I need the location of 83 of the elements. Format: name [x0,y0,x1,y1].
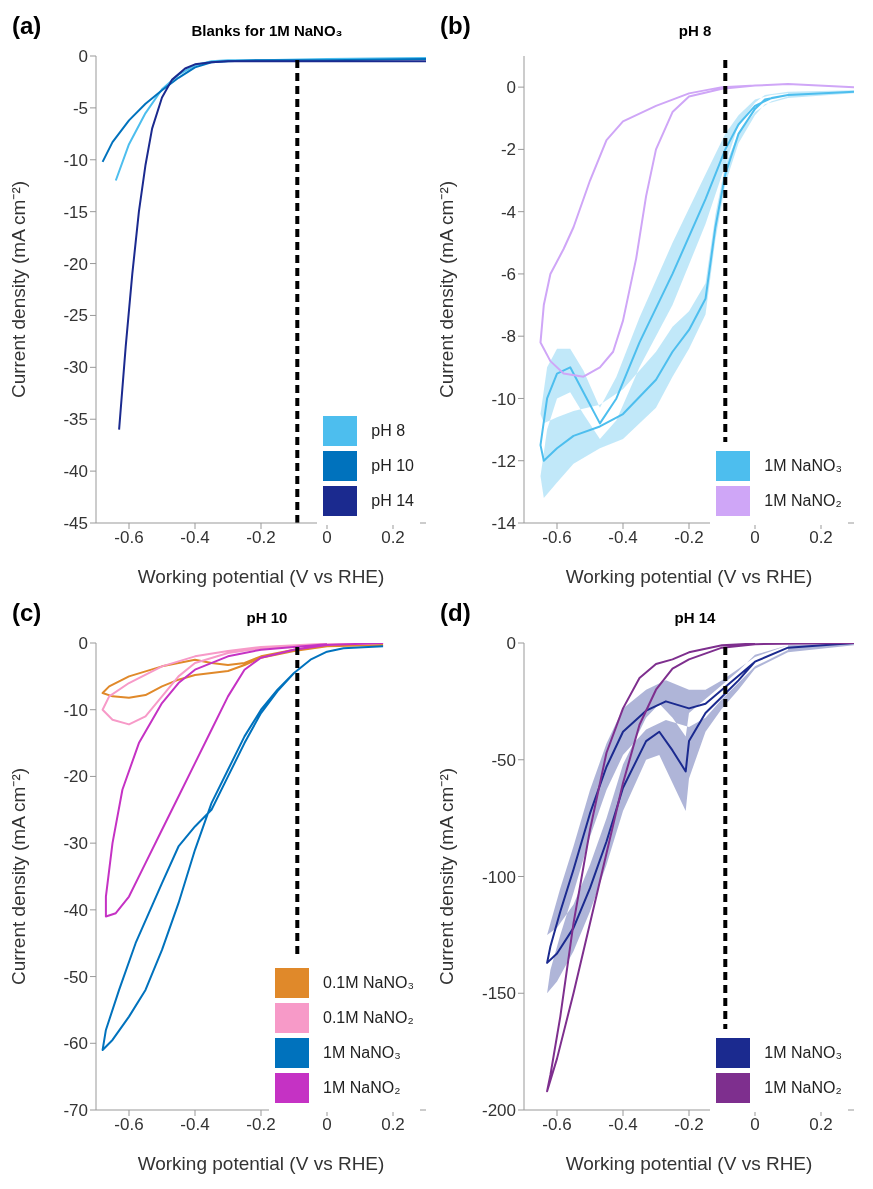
y-tick-label: -4 [500,202,516,222]
x-tick-label: -0.2 [674,1115,704,1135]
x-tick-label: 0.2 [809,528,833,548]
y-tick-label: -40 [63,900,88,920]
y-tick-label: -6 [500,264,516,284]
x-tick-label: -0.6 [542,1115,572,1135]
y-tick-label: -45 [63,514,88,534]
x-axis-title: Working potential (V vs RHE) [137,566,385,587]
legend-label: 1M NaNO₂ [323,1079,401,1097]
y-tick-label: 0 [78,47,88,67]
line-series [104,643,385,918]
line-series [546,643,854,1093]
y-tick-label: -30 [63,834,88,854]
y-axis-title: Current density (mA cm⁻²) [435,767,457,986]
text: (b) [440,12,471,40]
y-tick-label: -25 [63,306,88,326]
y-tick-label: -20 [63,254,88,274]
x-tick-label: 0.2 [381,1115,405,1135]
y-tick-label: -150 [481,984,516,1004]
x-tick-label: -0.4 [608,528,638,548]
legend-label: pH 14 [371,492,414,510]
legend-label: 1M NaNO₃ [764,1044,842,1062]
x-axis-title: Working potential (V vs RHE) [137,1153,385,1174]
x-tick-label: -0.2 [246,528,276,548]
y-axis-title: Current density (mA cm⁻²) [7,767,29,986]
legend-label: pH 10 [371,457,414,475]
text: (a) [12,12,42,40]
x-tick-label: -0.6 [114,1115,144,1135]
x-tick-label: -0.4 [180,528,210,548]
legend-label: 0.1M NaNO₂ [323,1009,414,1027]
text: (d) [440,599,471,627]
y-tick-label: -5 [72,98,88,118]
y-axis-title: Current density (mA cm⁻²) [435,180,457,399]
y-tick-label: -2 [500,140,516,160]
x-tick-label: -0.2 [246,1115,276,1135]
chart-title: pH 8 [677,22,713,39]
x-tick-label: -0.6 [542,528,572,548]
line-series [101,58,426,163]
line-series [539,83,854,378]
x-axis-title: Working potential (V vs RHE) [565,1153,813,1174]
y-tick-label: -200 [481,1101,516,1121]
y-tick-label: -10 [63,150,88,170]
x-tick-label: 0.2 [381,528,405,548]
legend-label: 1M NaNO₃ [764,457,842,475]
y-tick-label: -50 [63,967,88,987]
chart-title: pH 10 [245,609,289,626]
y-tick-label: -70 [63,1101,88,1121]
y-tick-label: -50 [491,750,516,770]
x-tick-label: 0 [322,528,332,548]
x-tick-label: -0.4 [608,1115,638,1135]
y-tick-label: -8 [500,327,516,347]
y-tick-label: -12 [491,451,516,471]
chart-title: pH 14 [673,609,717,626]
x-tick-label: 0.2 [809,1115,833,1135]
legend-label: 1M NaNO₃ [323,1044,401,1062]
y-tick-label: -20 [63,767,88,787]
y-tick-label: -40 [63,462,88,482]
y-tick-label: -100 [481,867,516,887]
y-tick-label: -15 [63,202,88,222]
y-tick-label: -10 [63,700,88,720]
chart-title: Blanks for 1M NaNO₃ [190,22,344,39]
legend-label: pH 8 [371,422,406,440]
line-series [101,644,385,699]
y-tick-label: -30 [63,358,88,378]
x-axis-title: Working potential (V vs RHE) [565,566,813,587]
x-tick-label: -0.6 [114,528,144,548]
legend-label: 1M NaNO₂ [764,492,842,510]
text: (c) [12,599,42,627]
x-tick-label: -0.2 [674,528,704,548]
y-tick-label: -35 [63,410,88,430]
y-tick-label: 0 [506,78,516,98]
legend-label: 0.1M NaNO₃ [323,974,414,992]
y-tick-label: 0 [78,634,88,654]
y-tick-label: -60 [63,1034,88,1054]
y-tick-label: -14 [491,514,516,534]
x-tick-label: -0.4 [180,1115,210,1135]
x-tick-label: 0 [750,1115,760,1135]
y-tick-label: 0 [506,634,516,654]
y-tick-label: -10 [491,389,516,409]
x-tick-label: 0 [750,528,760,548]
y-axis-title: Current density (mA cm⁻²) [7,180,29,399]
x-tick-label: 0 [322,1115,332,1135]
legend-label: 1M NaNO₂ [764,1079,842,1097]
